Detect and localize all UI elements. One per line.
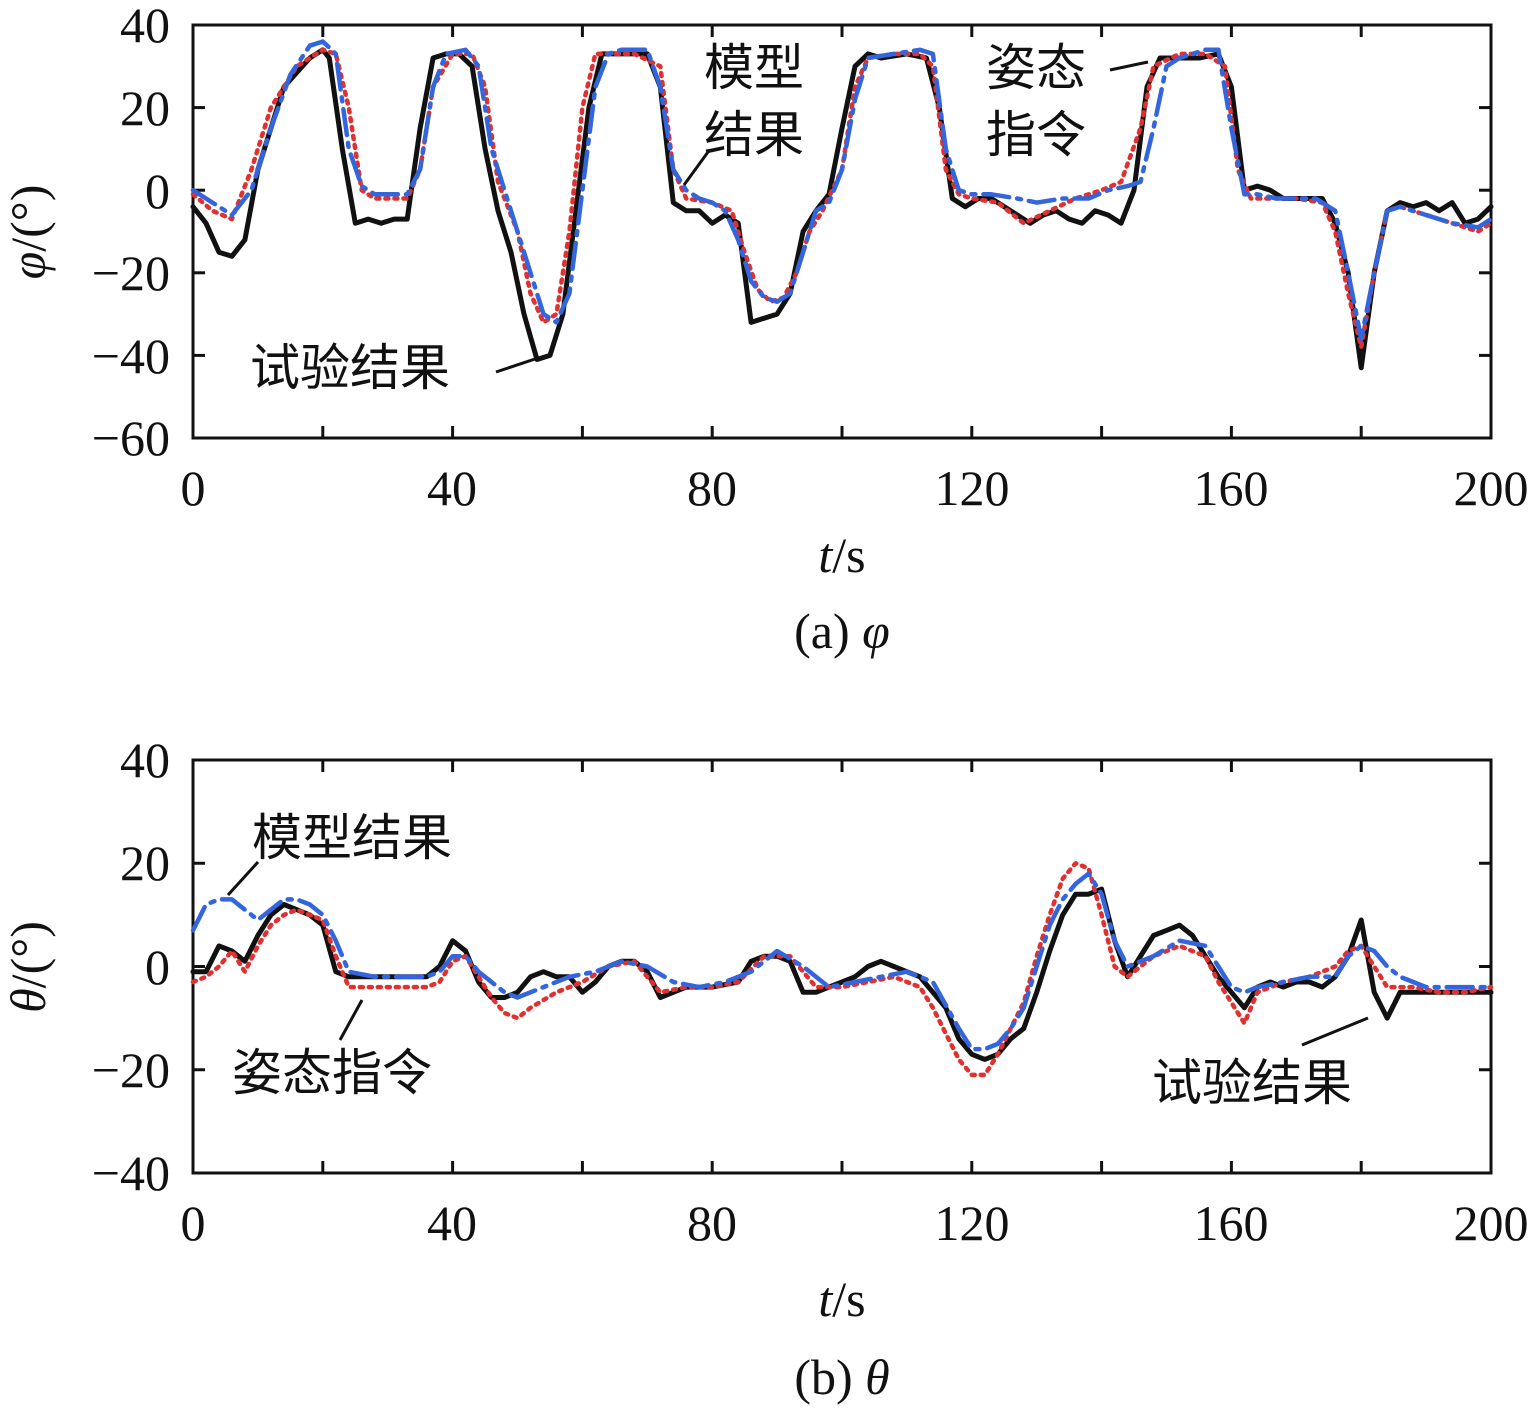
annotation-leader [682,151,710,186]
panel-a-ytick-label: 40 [120,0,170,53]
panel-a-xtick-label: 120 [935,460,1010,516]
panel-a-ticks [191,23,1493,440]
annotation-label: 指令 [986,106,1086,164]
panel-a-xtick-label: 200 [1454,460,1529,516]
annotation-label: 模型 [704,39,804,97]
panel-a-ytick-label: 0 [145,163,170,219]
annotation-leader [226,860,260,897]
panel-a-xlabel: t/s [818,527,865,583]
annotation-label: 模型结果 [252,809,452,867]
panel-a-xtick-label: 40 [427,460,477,516]
panel-b-caption: (b) θ [794,1349,889,1405]
panel-b-xtick-label: 200 [1454,1195,1529,1251]
panel-a-annotation-command: 姿态 指令 [986,39,1149,164]
annotation-label: 结果 [704,106,804,164]
panel-b-xtick-label: 40 [427,1195,477,1251]
panel-a-phi: 40 20 0 −20 −40 −60 0 40 80 120 160 200 … [0,0,1529,659]
panel-b-annotation-test: 试验结果 [1152,1016,1369,1112]
panel-b-ytick-label: −20 [92,1042,170,1098]
panel-b-ylabel: θ/(°) [0,921,56,1013]
annotation-leader [1301,1016,1369,1047]
panel-b-ytick-label: −40 [92,1145,170,1201]
panel-a-ylabel: φ/(°) [0,185,56,280]
panel-b-ytick-label: 40 [120,732,170,788]
panel-b-theta: 40 20 0 −20 −40 0 40 80 120 160 200 t/s … [0,732,1529,1405]
panel-a-xtick-label: 160 [1194,460,1269,516]
series-line-solid [190,886,1494,1062]
panel-a-annotation-model: 模型 结果 [682,39,804,186]
annotation-label: 试验结果 [250,339,450,397]
series-line-dashdot [190,871,1494,1052]
panel-a-ytick-label: −60 [92,410,170,466]
annotation-label: 姿态指令 [232,1044,432,1102]
panel-a-xtick-label: 80 [687,460,737,516]
panel-a-ytick-label: −20 [92,245,170,301]
panel-b-ytick-label: 20 [120,835,170,891]
panel-a-ytick-label: 20 [120,80,170,136]
panel-b-ticks [191,758,1493,1175]
panel-b-xtick-label: 160 [1194,1195,1269,1251]
panel-b-xtick-label: 80 [687,1195,737,1251]
panel-a-xtick-label: 0 [181,460,206,516]
annotation-label: 姿态 [986,39,1086,97]
panel-b-xtick-label: 0 [181,1195,206,1251]
series-line-dotted [190,861,1494,1078]
panel-b-ytick-label: 0 [145,939,170,995]
panel-b-series [190,861,1494,1078]
series-line-solid [190,47,1494,371]
panel-b-annotation-model: 模型结果 [226,809,452,897]
annotation-label: 试验结果 [1152,1054,1352,1112]
panel-b-annotation-command: 姿态指令 [232,999,432,1102]
panel-b-xlabel: t/s [818,1271,865,1327]
series-line-dashdot [190,39,1494,342]
annotation-leader [1109,60,1149,72]
panel-a-series [190,39,1494,371]
panel-a-ytick-label: −40 [92,328,170,384]
annotation-leader [338,999,364,1041]
panel-b-xtick-label: 120 [935,1195,1010,1251]
panel-a-caption: (a) φ [794,603,890,659]
annotation-leader [495,356,539,374]
panel-a-annotation-test: 试验结果 [250,339,539,397]
